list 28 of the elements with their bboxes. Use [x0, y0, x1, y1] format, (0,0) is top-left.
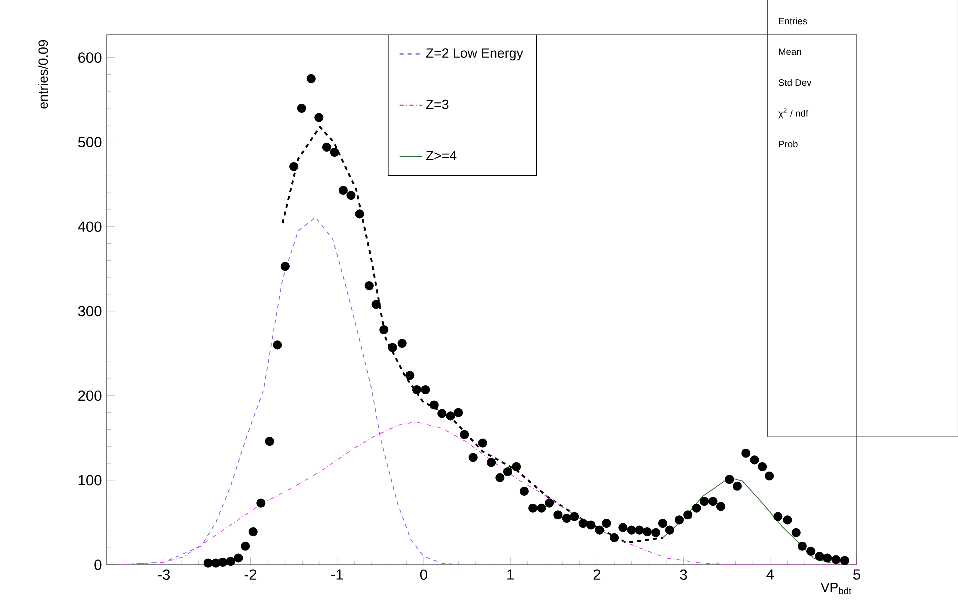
- x-tick-label: -2: [244, 570, 257, 580]
- y-tick-label: 400: [78, 222, 102, 232]
- y-tick-label: 200: [78, 390, 102, 402]
- y-tick-label: 500: [78, 137, 102, 148]
- annotation: Mean: [779, 48, 802, 56]
- legend-label: Z=3: [426, 100, 449, 110]
- x-axis-title: VP$_{bdt}$: [820, 583, 852, 594]
- x-tick-label: 0: [420, 570, 428, 580]
- annotation: Std Dev: [778, 79, 812, 86]
- legend-label: Z=2 Low Energy: [426, 48, 524, 61]
- x-tick-label: 3: [680, 570, 688, 580]
- x-tick-label: 4: [766, 570, 774, 580]
- x-tick-label: 2: [594, 570, 601, 580]
- y-axis-title: entries/0.09: [38, 40, 48, 109]
- legend-label: Z>=4: [426, 151, 457, 160]
- line-series: [120, 422, 858, 566]
- x-tick-label: -1: [332, 570, 344, 580]
- line-series: [282, 126, 664, 544]
- x-tick-label: 5: [854, 570, 860, 580]
- x-tick-label: -3: [158, 570, 170, 580]
- y-tick-label: 100: [78, 475, 102, 486]
- annotation: χ$^{2}$ / ndf: [778, 108, 809, 119]
- x-tick-label: 1: [508, 570, 514, 580]
- annotation: Prob: [779, 140, 798, 148]
- text: Entries: [779, 18, 808, 25]
- y-tick-label: 600: [78, 52, 102, 64]
- y-tick-label: 0: [94, 560, 102, 570]
- y-tick-label: 300: [78, 306, 102, 317]
